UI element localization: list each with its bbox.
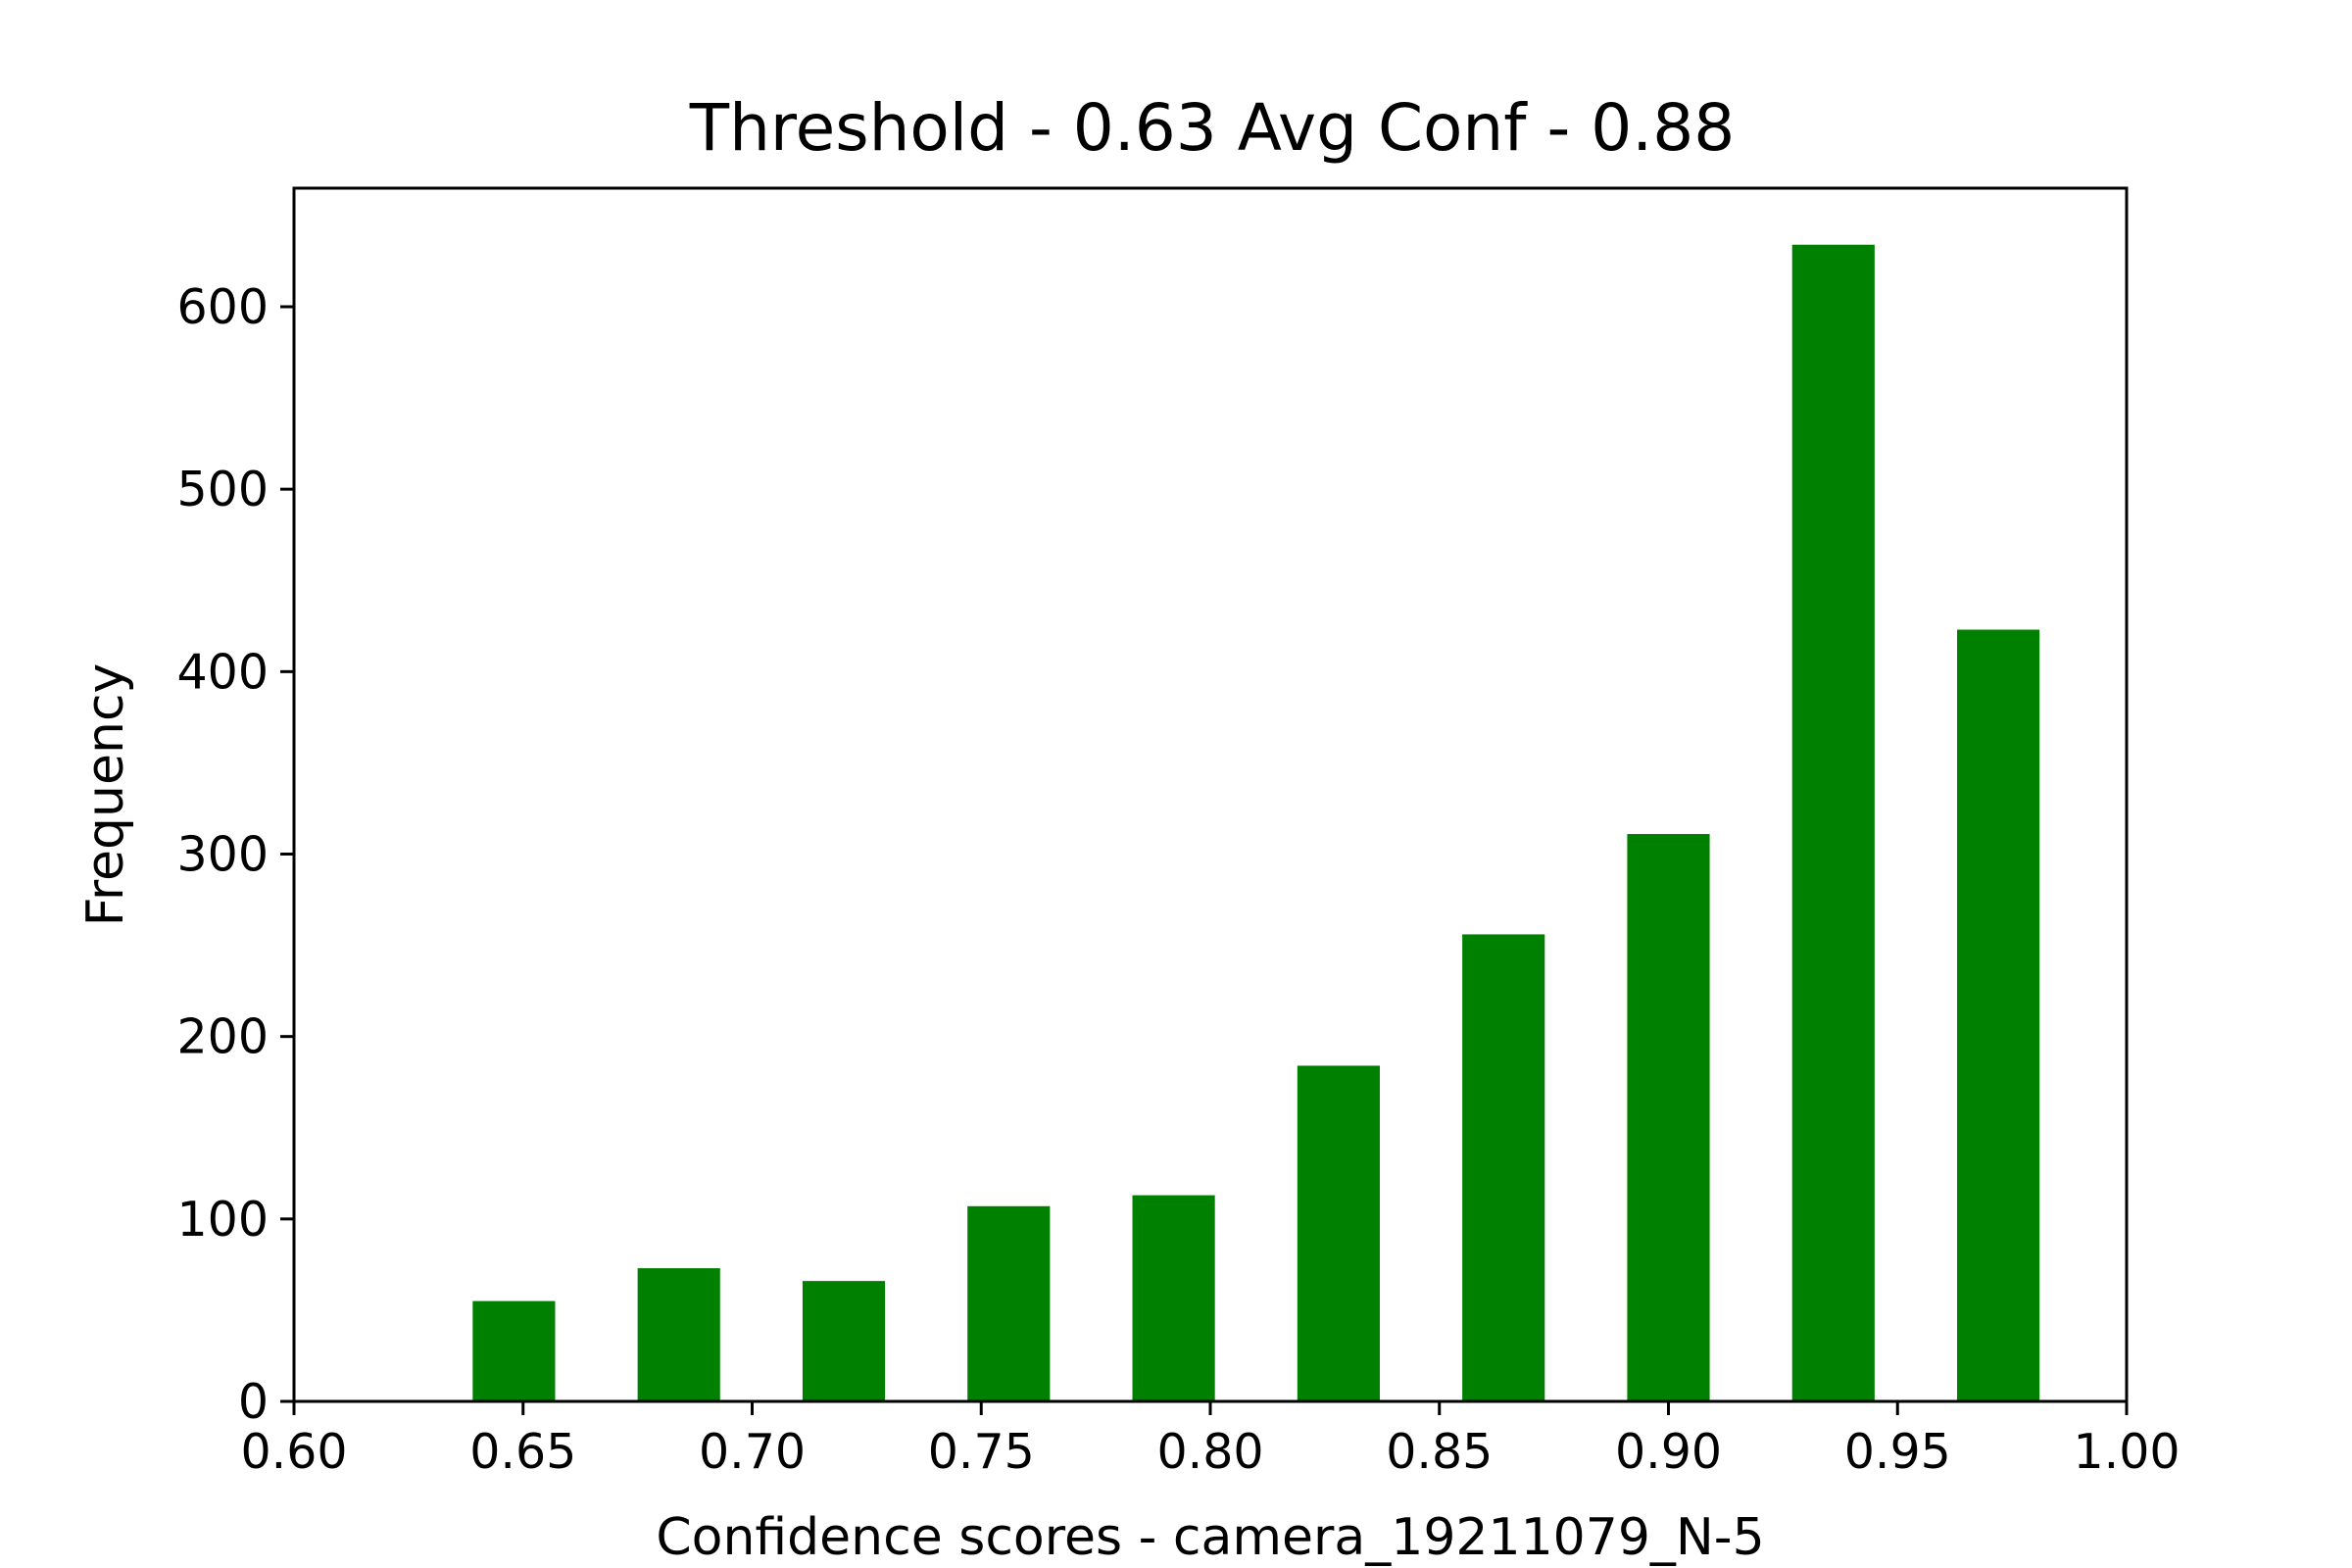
- histogram-bar: [1462, 934, 1545, 1401]
- histogram-bar: [1791, 244, 1875, 1401]
- y-axis-ticks: 0 100 200 300 400 500 600: [176, 279, 294, 1430]
- histogram-bar: [967, 1205, 1051, 1401]
- y-axis-label: Frequency: [76, 663, 135, 927]
- y-tick-label: 0: [238, 1374, 269, 1430]
- histogram-bar: [637, 1268, 720, 1401]
- y-tick-label: 300: [176, 827, 269, 883]
- y-tick-label: 400: [176, 644, 269, 700]
- histogram-bar: [802, 1281, 886, 1401]
- x-tick-label: 0.90: [1615, 1424, 1722, 1480]
- y-tick-label: 500: [176, 462, 269, 517]
- x-tick-label: 0.95: [1844, 1424, 1951, 1480]
- x-tick-label: 0.70: [699, 1424, 806, 1480]
- bars-group: [472, 244, 2040, 1401]
- y-tick-label: 600: [176, 279, 269, 335]
- x-tick-label: 1.00: [2073, 1424, 2180, 1480]
- x-tick-label: 0.85: [1386, 1424, 1493, 1480]
- histogram-bar: [1297, 1065, 1380, 1401]
- x-tick-label: 0.80: [1156, 1424, 1263, 1480]
- histogram-bar: [1132, 1195, 1215, 1401]
- histogram-bar: [1957, 629, 2040, 1401]
- x-tick-label: 0.65: [469, 1424, 576, 1480]
- x-axis-label: Confidence scores - camera_19211079_N-5: [656, 1508, 1764, 1567]
- chart-title: Threshold - 0.63 Avg Conf - 0.88: [689, 90, 1735, 166]
- histogram-bar: [1627, 834, 1710, 1401]
- x-tick-label: 0.75: [928, 1424, 1035, 1480]
- plot-frame: [292, 186, 2129, 1403]
- x-tick-label: 0.60: [240, 1424, 347, 1480]
- y-tick-label: 100: [176, 1192, 269, 1248]
- histogram-bar: [472, 1300, 556, 1401]
- y-tick-label: 200: [176, 1009, 269, 1065]
- x-axis-ticks: 0.60 0.65 0.70 0.75 0.80 0.85 0.90 0.95 1.00: [240, 1401, 2180, 1480]
